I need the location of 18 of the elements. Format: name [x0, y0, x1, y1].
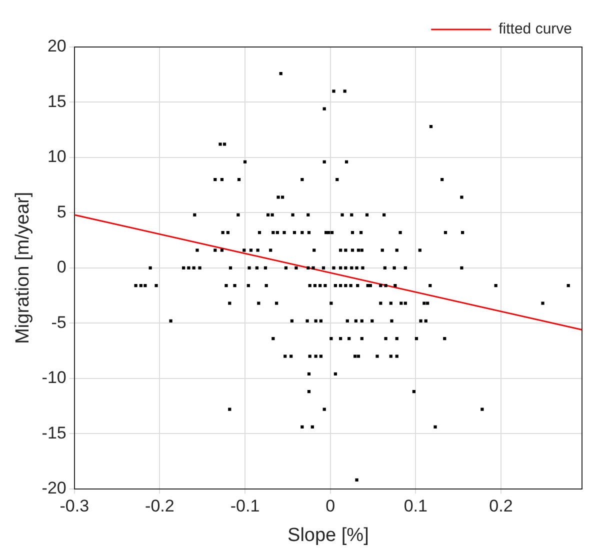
y-tick-label: -10 [42, 368, 66, 388]
x-axis-title: Slope [%] [288, 524, 369, 546]
y-tick-label: 10 [47, 147, 66, 166]
y-tick-label: -15 [42, 423, 66, 442]
y-tick-label: -20 [42, 478, 66, 498]
y-tick-label: -5 [51, 312, 66, 332]
y-tick-label: 0 [56, 258, 66, 277]
y-tick-label: 20 [47, 36, 66, 56]
x-tick-label: -0.2 [145, 496, 174, 516]
x-tick-label: -0.3 [60, 496, 90, 516]
x-tick-label: 0 [326, 496, 336, 516]
x-tick-label: -0.1 [230, 496, 260, 516]
x-tick-label: 0.1 [404, 496, 428, 516]
y-axis-title: Migration [m/year] [12, 192, 34, 344]
x-tick-label: 0.2 [489, 496, 513, 516]
y-tick-label: 15 [47, 92, 66, 111]
legend-label: fitted curve [498, 20, 572, 38]
y-tick-label: 5 [56, 202, 66, 222]
